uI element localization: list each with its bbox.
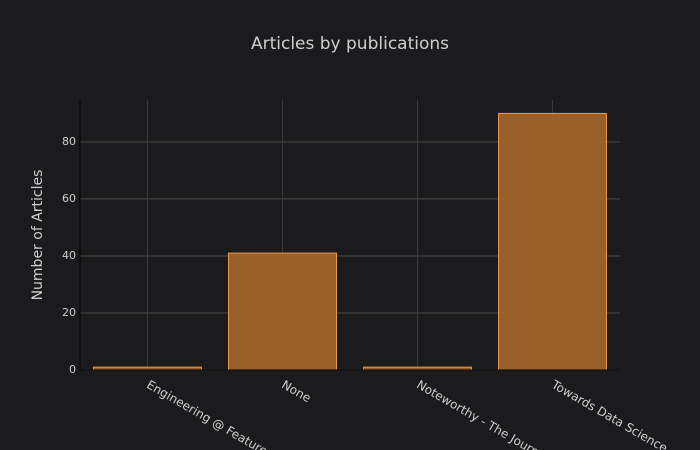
y-tick-label: 0 [69, 363, 76, 376]
y-tick-label: 60 [62, 192, 76, 205]
bar [228, 252, 337, 371]
bar [498, 112, 607, 371]
y-axis-label: Number of Articles [30, 170, 46, 301]
y-tick-label: 80 [62, 135, 76, 148]
y-tick-label: 20 [62, 306, 76, 319]
y-tick-label: 40 [62, 249, 76, 262]
chart-title: Articles by publications [251, 34, 449, 54]
